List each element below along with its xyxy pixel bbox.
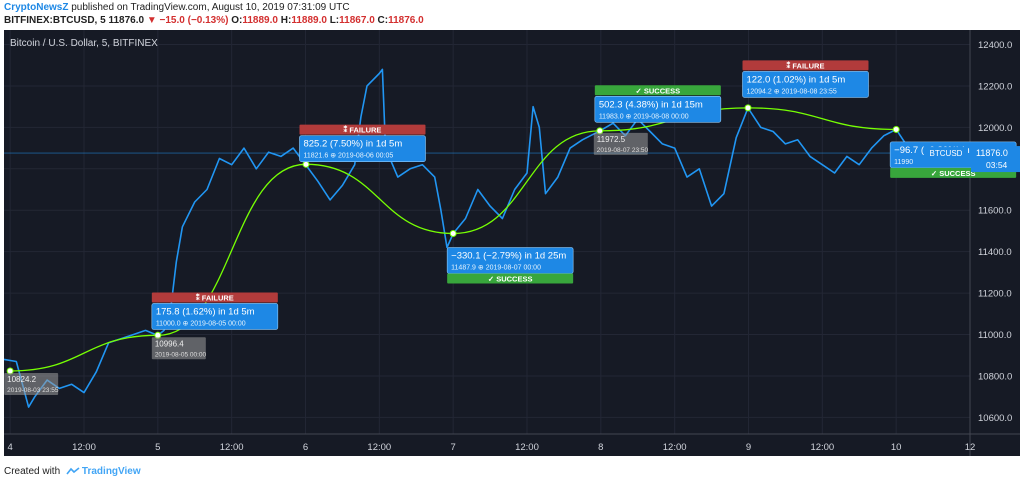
author-name[interactable]: CryptoNewsZ [4,2,69,13]
trade-label-box [594,95,722,123]
footer: Created with TradingView [4,466,141,477]
x-tick-label: 12:00 [663,442,687,453]
badge-label: ⁑ FAILURE [344,124,382,135]
success-badge [447,273,574,284]
chart-title: Bitcoin / U.S. Dollar, 5, BITFINEX [10,38,158,49]
y-tick-label: 10800.0 [978,371,1012,382]
failure-badge [742,60,869,71]
badge-label: ✓ SUCCESS [931,169,976,178]
trade-label-main: −330.1 (−2.79%) in 1d 25m [451,251,566,262]
endpoint-label-box [4,372,59,395]
endpoint-label-price: 11972.5 [597,135,626,144]
trade-label-sub: 12094.2 ⊕ 2019-08-08 23:55 [746,88,836,95]
symbol-badge-label: BTCUSD [930,149,963,158]
low-label: L: [329,15,340,26]
x-tick-label: 12:00 [367,442,391,453]
x-tick-label: 12:00 [515,442,539,453]
publish-info: CryptoNewsZ published on TradingView.com… [4,2,350,13]
current-time-label: 03:54 [986,160,1008,170]
y-tick-label: 11600.0 [978,206,1012,217]
swing-point [892,125,900,133]
chart-area[interactable]: 10600.0 10800.0 11000.0 11200.0 11400.0 11600… [4,30,1020,456]
symbol-badge [924,147,968,160]
x-tick-label: 5 [155,442,160,453]
publish-header: CryptoNewsZ published on TradingView.com… [0,0,1024,28]
failure-badge [299,124,426,135]
trade-label-sub: 11983.0 ⊕ 2019-08-08 00:00 [599,113,689,120]
price-chart[interactable]: 10600.0 10800.0 11000.0 11200.0 11400.0 11600… [4,30,1020,456]
endpoint-label-price: 10996.4 [155,339,184,348]
swing-point [744,104,752,112]
swing-point [449,229,457,237]
swing-point [302,160,310,168]
x-tick-label: 9 [746,442,751,453]
trade-label-main: 175.8 (1.62%) in 1d 5m [156,306,255,317]
created-with-label: Created with [4,466,61,477]
trade-label-box [299,135,426,162]
tradingview-brand[interactable]: TradingView [81,466,141,477]
tradingview-logo-icon [66,467,80,475]
open-label: O: [231,15,243,26]
trade-label-sub: 11487.9 ⊕ 2019-08-07 00:00 [451,265,541,272]
trade-label-sub: 11000.0 ⊕ 2019-08-05 00:00 [156,320,246,327]
x-tick-label: 4 [8,442,13,453]
badge-label: ⁑ FAILURE [787,59,825,70]
low-value: 11867.0 [339,15,375,26]
current-price-badge [971,146,1020,173]
badge-label: ✓ SUCCESS [488,275,533,284]
endpoint-label-time: 2019-08-07 23:50 [597,147,649,154]
x-tick-label: 12:00 [810,442,834,453]
trade-label-sub: 11990 [894,159,913,166]
y-tick-label: 11200.0 [978,289,1012,300]
y-tick-label: 11000.0 [978,330,1012,341]
trade-label-box [742,71,869,98]
plot-background [4,30,1020,456]
endpoint-label-time: 2019-08-05 00:00 [155,351,207,358]
y-tick-label: 12400.0 [978,40,1012,51]
success-badge [594,85,721,96]
close-value: 11876.0 [388,15,424,26]
x-tick-label: 12:00 [72,442,96,453]
badge-label: ⁑ FAILURE [196,291,234,302]
current-price-label: 11876.0 [976,148,1008,158]
x-tick-label: 8 [598,442,603,453]
last-price: 11876.0 [108,15,145,26]
symbol-ohlc-bar: BITFINEX:BTCUSD, 5 11876.0 ▼ −15.0 (−0.1… [4,15,424,26]
high-label: H: [280,15,292,26]
endpoint-label-box [593,132,648,155]
y-tick-label: 12000.0 [978,123,1012,134]
trade-label-sub: 11821.6 ⊕ 2019-08-06 00:05 [303,153,393,160]
price-change: −15.0 (−0.13%) [159,15,229,26]
x-tick-label: 10 [891,442,902,453]
trade-label-main: 122.0 (1.02%) in 1d 5m [746,74,845,85]
open-value: 11889.0 [242,15,278,26]
endpoint-label-time: 2019-08-03 23:55 [7,387,59,394]
x-tick-label: 6 [303,442,308,453]
symbol-label: BITFINEX:BTCUSD, 5 [4,15,109,26]
publish-text: published on TradingView.com, August 10,… [68,2,350,13]
trade-label-box [151,303,279,330]
failure-badge [151,292,278,303]
x-tick-label: 12:00 [220,442,244,453]
endpoint-label-price: 10824.2 [7,375,36,384]
x-tick-label: 7 [451,442,456,453]
y-tick-label: 10600.0 [978,413,1012,424]
trade-label-main: 502.3 (4.38%) in 1d 15m [599,99,703,110]
high-value: 11889.0 [291,15,327,26]
y-tick-label: 11400.0 [978,247,1012,258]
trade-label-main: 825.2 (7.50%) in 1d 5m [303,139,402,150]
close-label: C: [377,15,389,26]
y-tick-label: 12200.0 [978,81,1012,92]
badge-label: ✓ SUCCESS [636,86,681,95]
x-tick-label: 12 [965,442,976,453]
endpoint-label-box [151,337,206,360]
down-arrow-icon: ▼ [146,15,157,26]
trade-label-box [446,247,574,274]
